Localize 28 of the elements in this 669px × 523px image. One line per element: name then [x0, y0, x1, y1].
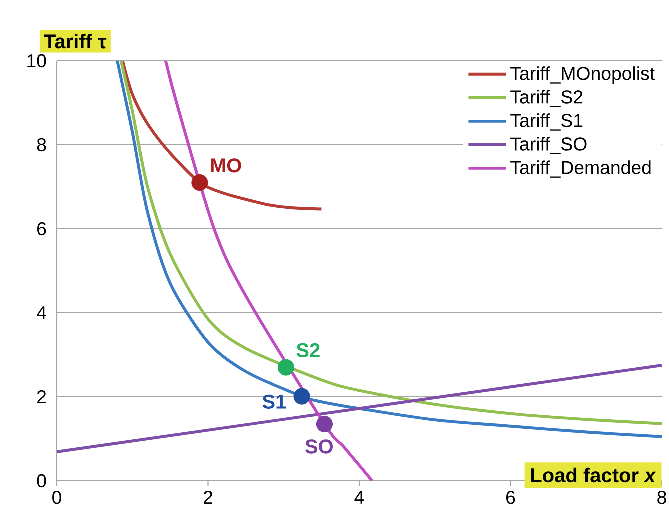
point [316, 416, 333, 433]
y-tick-label: 0 [37, 474, 46, 488]
annotation: MO [211, 158, 242, 173]
annotation: SO [306, 440, 333, 454]
point [278, 359, 294, 376]
legend-label: Tariff_SO [510, 137, 587, 154]
legend-label: Tariff_S2 [510, 90, 583, 108]
x-tick-label: 0 [52, 491, 62, 504]
point [192, 174, 208, 192]
x-tick-label: 2 [204, 491, 213, 504]
annotation: S2 [296, 343, 320, 358]
x-tick-label: 6 [506, 491, 516, 504]
legend-label: Tariff_MOnopolist [510, 66, 655, 84]
line-series [164, 60, 374, 481]
legend-label: Tariff_Demanded [510, 160, 651, 178]
x-tick-label: 8 [658, 491, 666, 504]
annotation: S1 [262, 394, 286, 409]
y-tick-label: 10 [28, 54, 46, 68]
legend-label: Tariff_S1 [510, 114, 583, 131]
x-axis-title: Load factor x [531, 468, 656, 483]
x-tick-label: 4 [354, 491, 364, 504]
y-tick-label: 2 [38, 390, 46, 404]
y-tick-label: 8 [37, 138, 46, 152]
point [294, 388, 310, 405]
y-tick-label: 4 [36, 306, 46, 320]
y-axis-title: Tariff τ [44, 34, 107, 49]
y-tick-label: 6 [38, 222, 46, 236]
line-series [121, 60, 324, 211]
